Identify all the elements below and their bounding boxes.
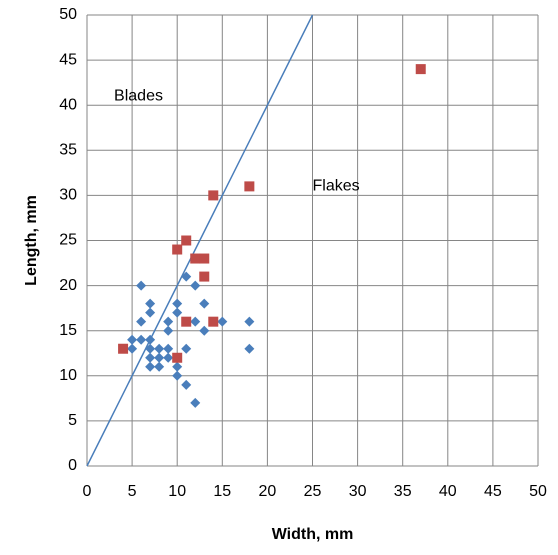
point xyxy=(244,181,255,192)
y-tick-label: 50 xyxy=(59,6,77,23)
x-tick-label: 15 xyxy=(213,483,231,500)
x-tick-label: 45 xyxy=(484,483,502,500)
point xyxy=(190,316,201,327)
point xyxy=(244,343,255,354)
x-tick-label: 50 xyxy=(529,483,547,500)
point xyxy=(136,316,147,327)
x-tick-label: 40 xyxy=(439,483,457,500)
point xyxy=(145,307,156,318)
x-tick-label: 20 xyxy=(259,483,277,500)
x-tick-label: 0 xyxy=(83,483,92,500)
y-tick-label: 20 xyxy=(59,277,77,294)
y-tick-label: 40 xyxy=(59,96,77,113)
point xyxy=(199,253,210,264)
point xyxy=(415,64,426,75)
point xyxy=(163,343,174,354)
point xyxy=(199,298,210,309)
point xyxy=(136,280,147,291)
x-tick-label: 25 xyxy=(304,483,322,500)
point xyxy=(199,325,210,336)
point xyxy=(217,316,228,327)
point xyxy=(154,352,165,363)
y-axis-label: Length, mm xyxy=(23,195,40,286)
point xyxy=(190,253,201,264)
point xyxy=(244,316,255,327)
point xyxy=(181,316,192,327)
point xyxy=(145,298,156,309)
x-tick-label: 35 xyxy=(394,483,412,500)
y-tick-label: 10 xyxy=(59,367,77,384)
point xyxy=(145,352,156,363)
point xyxy=(181,379,192,390)
point xyxy=(145,361,156,372)
x-tick-label: 30 xyxy=(349,483,367,500)
point xyxy=(172,244,183,255)
point xyxy=(172,352,183,363)
point xyxy=(145,334,156,345)
point xyxy=(163,352,174,363)
point xyxy=(190,280,201,291)
point xyxy=(145,343,156,354)
annotation: Flakes xyxy=(313,178,360,195)
point xyxy=(172,370,183,381)
point xyxy=(163,325,174,336)
y-tick-label: 30 xyxy=(59,187,77,204)
x-tick-label: 10 xyxy=(168,483,186,500)
point xyxy=(181,271,192,282)
divider-line xyxy=(86,14,314,467)
point xyxy=(208,316,219,327)
annotation: Blades xyxy=(114,87,163,104)
point xyxy=(172,298,183,309)
y-tick-label: 45 xyxy=(59,51,77,68)
point xyxy=(172,361,183,372)
y-tick-label: 25 xyxy=(59,232,77,249)
point xyxy=(190,397,201,408)
point xyxy=(181,343,192,354)
point xyxy=(127,343,138,354)
point xyxy=(163,316,174,327)
point xyxy=(127,334,138,345)
point xyxy=(136,334,147,345)
x-tick-label: 5 xyxy=(128,483,137,500)
y-tick-label: 15 xyxy=(59,322,77,339)
y-tick-label: 0 xyxy=(68,457,77,474)
y-tick-label: 35 xyxy=(59,142,77,159)
point xyxy=(118,343,129,354)
point xyxy=(208,190,219,201)
point xyxy=(154,361,165,372)
point xyxy=(154,343,165,354)
point xyxy=(172,307,183,318)
point xyxy=(199,271,210,282)
point xyxy=(181,235,192,246)
x-axis-label: Width, mm xyxy=(272,526,354,543)
y-tick-label: 5 xyxy=(68,412,77,429)
